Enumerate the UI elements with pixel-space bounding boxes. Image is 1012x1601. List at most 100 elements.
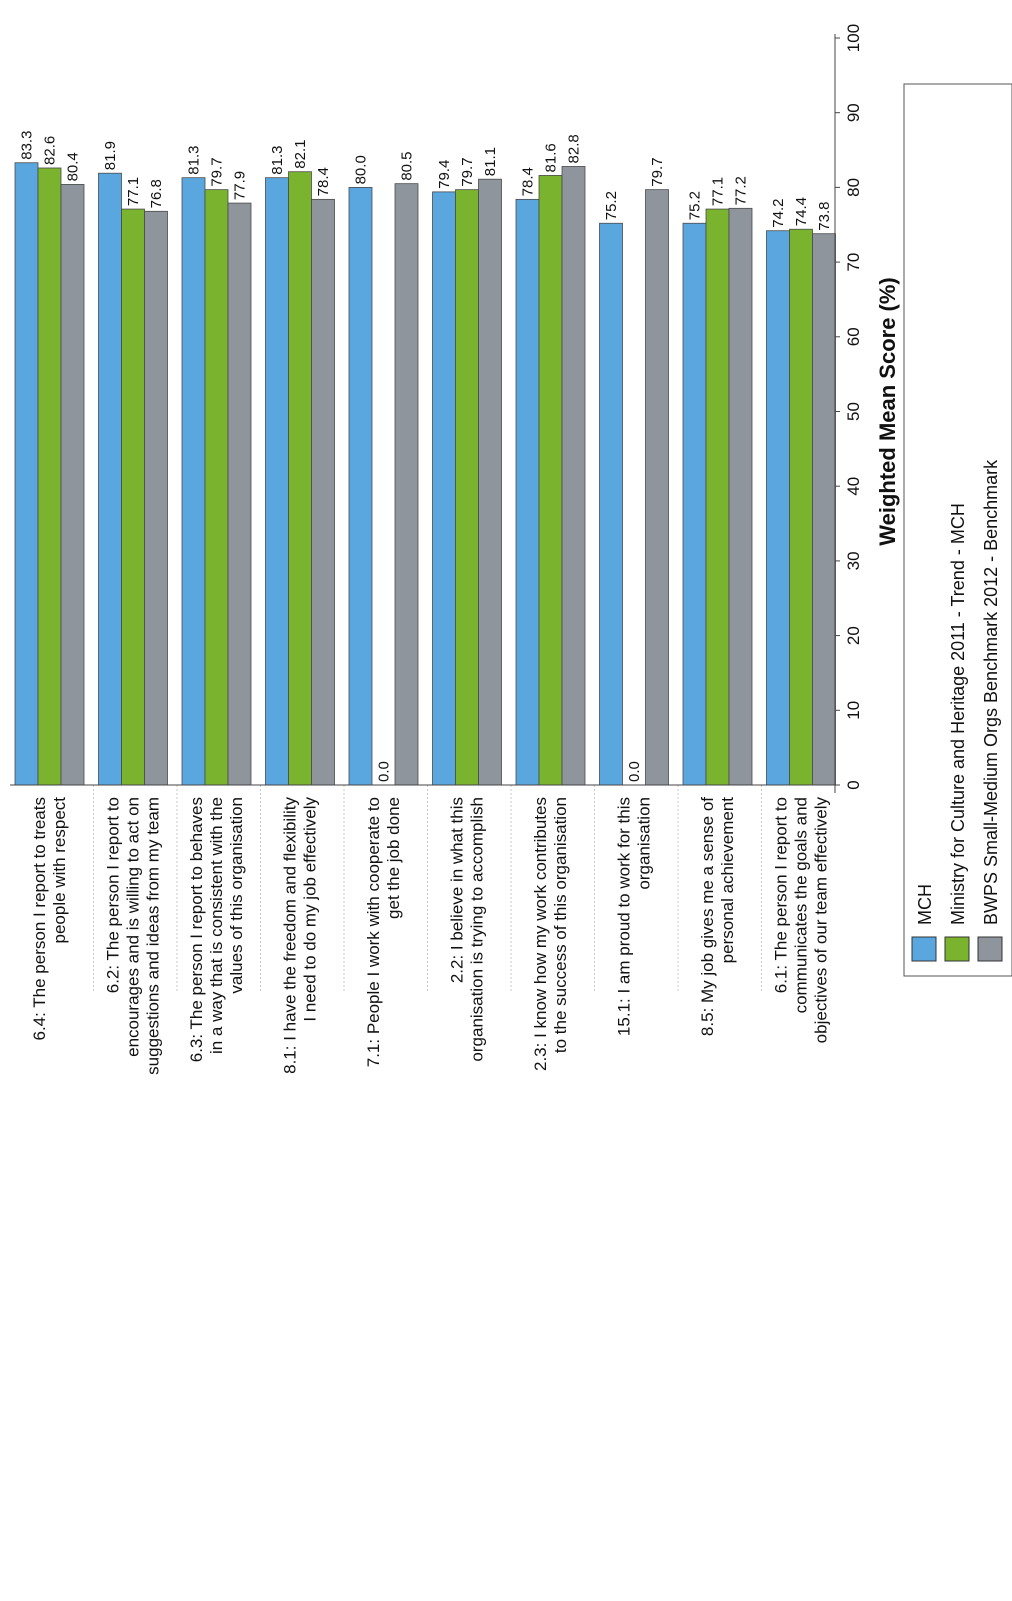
category-label-line: organisation is trying to accomplish bbox=[467, 797, 486, 1062]
category-label-line: get the job done bbox=[384, 797, 403, 919]
data-label: 78.4 bbox=[315, 167, 332, 196]
bar-benchmark bbox=[394, 183, 419, 786]
data-label: 81.3 bbox=[186, 145, 203, 174]
category-label-line: I need to do my job effectively bbox=[300, 797, 319, 1022]
bar-benchmark bbox=[478, 178, 502, 786]
category-label: 6.1: The person I report tocommunicates … bbox=[771, 797, 830, 1044]
category-label-line: 8.5: My job gives me a sense of bbox=[698, 797, 717, 1036]
tick-label: 60 bbox=[844, 327, 863, 346]
data-label: 0.0 bbox=[376, 761, 393, 782]
legend-entry: BWPS Small-Medium Orgs Benchmark 2012 - … bbox=[981, 459, 1001, 925]
data-label: 79.7 bbox=[459, 157, 476, 186]
bar-benchmark bbox=[144, 210, 168, 786]
bar-trend bbox=[705, 208, 730, 786]
category-label-line: 2.2: I believe in what this bbox=[447, 797, 466, 983]
category-label-line: 6.2: The person I report to bbox=[103, 797, 122, 993]
x-axis-title: Weighted Mean Score (%) bbox=[875, 277, 900, 546]
data-label: 82.8 bbox=[566, 134, 583, 163]
category-label-line: personal achievement bbox=[718, 797, 737, 964]
bar-mch bbox=[599, 222, 623, 786]
tick-label: 90 bbox=[844, 103, 863, 122]
data-label: 77.2 bbox=[733, 176, 750, 205]
bar-mch bbox=[432, 191, 456, 786]
bar-benchmark bbox=[227, 202, 252, 786]
bar-trend bbox=[538, 175, 563, 786]
tick-label: 80 bbox=[844, 178, 863, 197]
bar-benchmark bbox=[728, 207, 753, 786]
category-label-line: suggestions and ideas from my team bbox=[143, 797, 162, 1075]
bar-trend bbox=[204, 189, 229, 786]
data-label: 77.1 bbox=[710, 177, 727, 206]
category-label-line: 2.3: I know how my work contributes bbox=[531, 797, 550, 1071]
category-label: 2.3: I know how my work contributesto th… bbox=[531, 797, 570, 1071]
data-label: 0.0 bbox=[626, 761, 643, 782]
data-label: 78.4 bbox=[520, 167, 537, 196]
legend-swatch bbox=[977, 936, 1003, 962]
bar-trend bbox=[37, 167, 62, 786]
category-label-line: in a way that is consistent with the bbox=[207, 797, 226, 1054]
category-label: 8.5: My job gives me a sense ofpersonal … bbox=[698, 797, 737, 1036]
category-label: 6.3: The person I report to behavesin a … bbox=[187, 797, 246, 1062]
bar-mch bbox=[348, 187, 373, 786]
data-label: 81.3 bbox=[269, 145, 286, 174]
data-label: 81.9 bbox=[102, 141, 119, 170]
data-label: 79.4 bbox=[436, 160, 453, 189]
data-label: 77.9 bbox=[232, 171, 249, 200]
bar-trend bbox=[455, 189, 479, 786]
legend-swatch bbox=[944, 936, 970, 962]
tick-label: 40 bbox=[844, 477, 863, 496]
tick-label: 10 bbox=[844, 701, 863, 720]
bar-mch bbox=[515, 198, 540, 786]
tick-label: 50 bbox=[844, 402, 863, 421]
data-label: 80.4 bbox=[65, 152, 82, 181]
chart-rotated-group: 83.3 81.9 81.3 81.3 80.0 79.4 78.4 75.2 75.2 74.2… bbox=[10, 24, 1012, 1075]
data-label: 82.1 bbox=[292, 140, 309, 169]
bar-benchmark bbox=[561, 166, 586, 786]
tick-label: 70 bbox=[844, 253, 863, 272]
legend: MCH Ministry for Culture and Heritage 201… bbox=[903, 83, 1012, 977]
category-label-line: 15.1: I am proud to work for this bbox=[614, 797, 633, 1036]
category-label: 8.1: I have the freedom and flexibilityI… bbox=[280, 797, 319, 1074]
data-label: 75.2 bbox=[687, 191, 704, 220]
data-label: 81.1 bbox=[482, 147, 499, 176]
bar-mch bbox=[14, 162, 39, 786]
category-label-line: 6.4: The person I report to treats bbox=[30, 797, 49, 1041]
category-label-line: 7.1: People I work with cooperate to bbox=[364, 797, 383, 1067]
data-label: 74.2 bbox=[770, 199, 787, 228]
category-label: 2.2: I believe in what thisorganisation … bbox=[447, 797, 486, 1062]
data-label: 80.5 bbox=[399, 151, 416, 180]
category-label-line: people with respect bbox=[50, 797, 69, 944]
tick-label: 100 bbox=[844, 24, 863, 52]
data-label: 77.1 bbox=[125, 177, 142, 206]
bar-benchmark bbox=[60, 184, 85, 786]
legend-swatch bbox=[911, 936, 937, 962]
legend-entry: Ministry for Culture and Heritage 2011 -… bbox=[948, 503, 968, 925]
data-label: 82.6 bbox=[42, 136, 59, 165]
data-label: 76.8 bbox=[148, 179, 165, 208]
legend-entry: MCH bbox=[915, 884, 935, 925]
category-label-line: to the success of this organisation bbox=[551, 797, 570, 1053]
data-label: 83.3 bbox=[19, 131, 36, 160]
bar-benchmark bbox=[812, 233, 836, 786]
category-label-line: 6.1: The person I report to bbox=[771, 797, 790, 993]
data-label: 79.7 bbox=[649, 157, 666, 186]
category-label-line: encourages and is willing to act on bbox=[123, 797, 142, 1057]
bar-trend bbox=[288, 171, 312, 786]
data-label: 75.2 bbox=[603, 191, 620, 220]
category-label-line: organisation bbox=[634, 797, 653, 890]
category-label: 6.2: The person I report toencourages an… bbox=[103, 797, 162, 1075]
data-label: 80.0 bbox=[353, 155, 370, 184]
data-label: 74.4 bbox=[793, 197, 810, 226]
tick-label: 0 bbox=[844, 780, 863, 789]
bar-mch bbox=[682, 222, 707, 786]
category-label-line: 8.1: I have the freedom and flexibility bbox=[280, 797, 299, 1074]
category-label-line: 6.3: The person I report to behaves bbox=[187, 797, 206, 1062]
tick-label: 20 bbox=[844, 626, 863, 645]
bar-mch bbox=[766, 230, 790, 786]
data-label: 79.7 bbox=[209, 157, 226, 186]
bar-mch bbox=[98, 172, 122, 786]
category-label: 15.1: I am proud to work for thisorganis… bbox=[614, 797, 653, 1036]
category-label: 7.1: People I work with cooperate toget … bbox=[364, 797, 403, 1067]
data-label: 73.8 bbox=[816, 202, 833, 231]
